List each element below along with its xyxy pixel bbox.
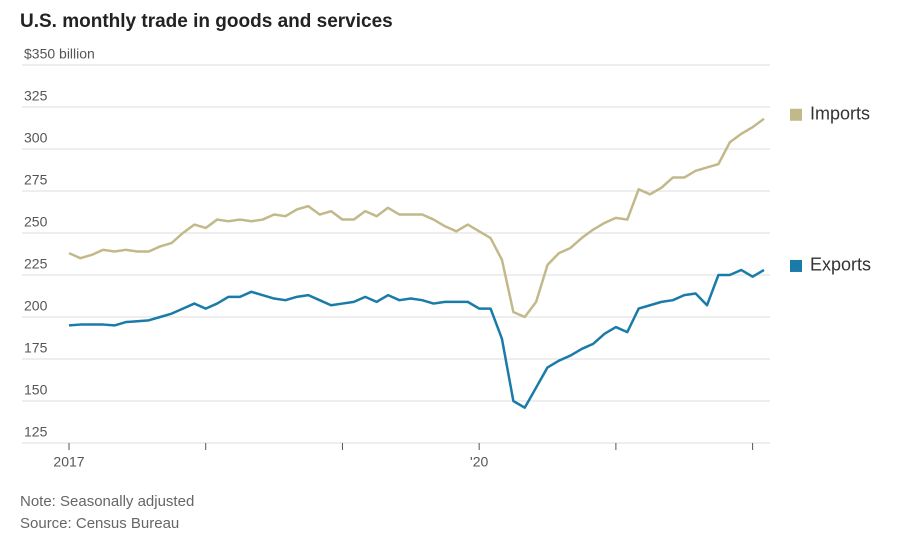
- y-tick-label: 300: [24, 130, 48, 146]
- chart-title: U.S. monthly trade in goods and services: [20, 11, 393, 32]
- legend-swatch: [790, 108, 802, 121]
- source: Source: Census Bureau: [20, 515, 179, 532]
- legend-label: Imports: [810, 104, 870, 124]
- x-tick-label: '20: [470, 454, 488, 470]
- y-tick-label: $350 billion: [24, 46, 95, 62]
- y-tick-label: 325: [24, 88, 48, 104]
- y-tick-label: 275: [24, 172, 48, 188]
- y-tick-label: 125: [24, 424, 48, 440]
- y-tick-label: 225: [24, 256, 48, 272]
- x-tick-label: 2017: [53, 454, 84, 470]
- y-tick-label: 250: [24, 214, 48, 230]
- legend-label: Exports: [810, 255, 871, 275]
- y-tick-label: 175: [24, 340, 48, 356]
- series-line: [68, 268, 765, 409]
- legend-swatch: [790, 259, 802, 272]
- note: Note: Seasonally adjusted: [20, 493, 194, 510]
- series-line: [68, 117, 765, 319]
- y-tick-label: 150: [24, 382, 48, 398]
- y-tick-label: 200: [24, 298, 48, 314]
